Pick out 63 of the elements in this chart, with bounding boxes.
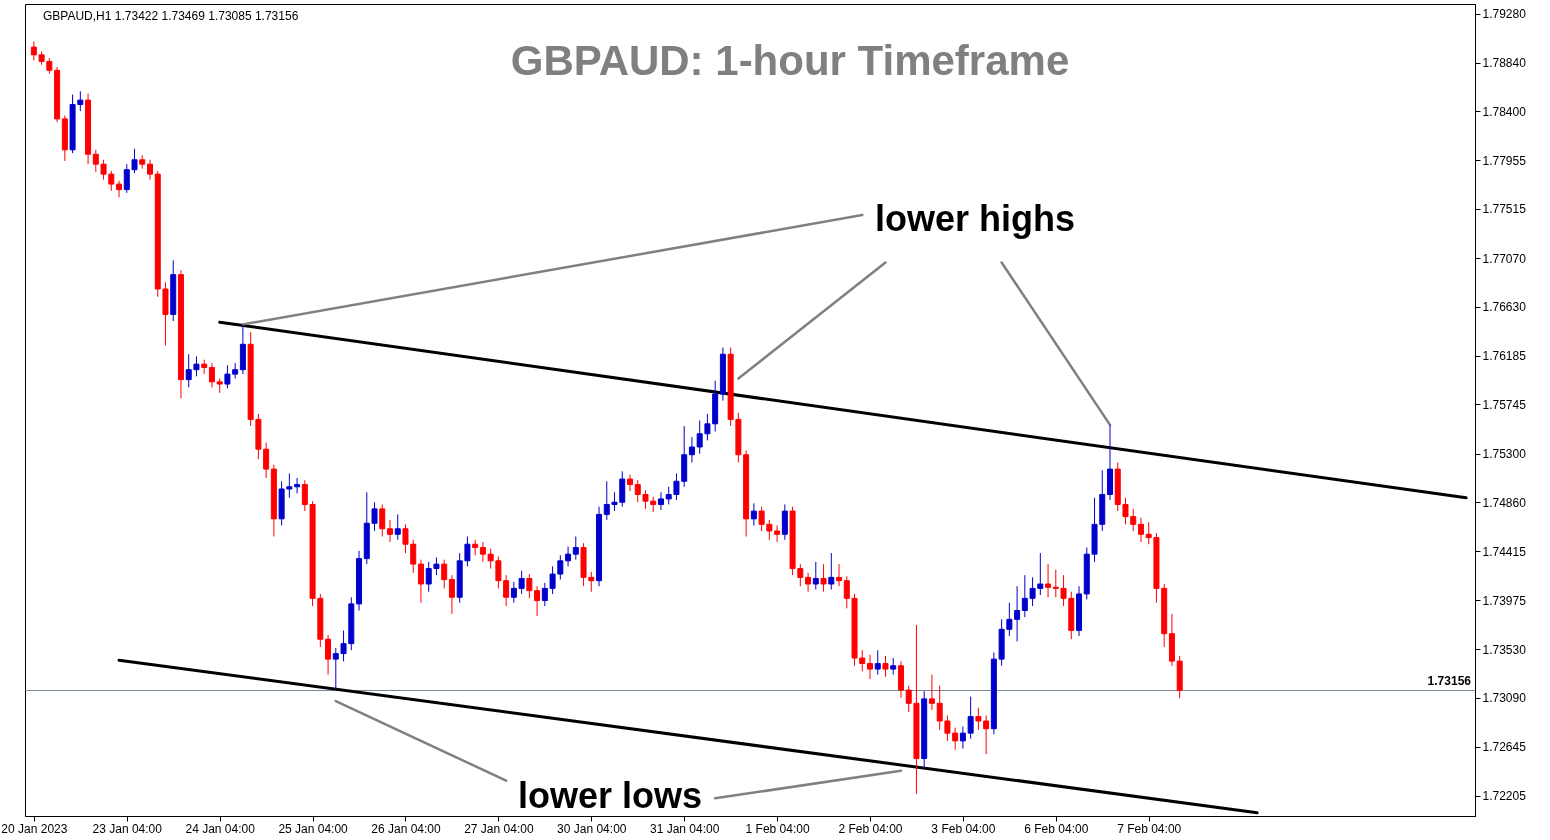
- candlestick: [325, 634, 332, 676]
- candlestick: [828, 552, 835, 591]
- candlestick: [387, 519, 393, 543]
- y-tick-label: 1.75300: [1482, 447, 1527, 462]
- candlestick: [750, 502, 757, 526]
- candlestick: [1045, 563, 1052, 598]
- candlestick: [208, 362, 215, 388]
- x-tick-label: 24 Jan 04:00: [185, 821, 256, 836]
- candlestick: [572, 536, 579, 561]
- x-tick-label: 26 Jan 04:00: [371, 821, 441, 836]
- y-tick-label: 1.73975: [1482, 593, 1527, 608]
- annotation: lower highs: [874, 198, 1076, 239]
- candlestick: [441, 559, 448, 589]
- candlestick: [379, 503, 386, 537]
- y-tick-label: 1.73530: [1482, 642, 1527, 657]
- y-tick-label: 1.72205: [1482, 789, 1527, 804]
- annotation: lower lows: [517, 775, 703, 816]
- y-tick-label: 1.72645: [1482, 740, 1527, 755]
- x-tick-label: 1 Feb 04:00: [745, 821, 810, 836]
- y-tick-label: 1.77070: [1482, 251, 1527, 266]
- candlestick: [820, 563, 827, 593]
- candlestick: [874, 649, 881, 676]
- candlestick: [1137, 517, 1144, 543]
- y-tick-label: 1.76185: [1482, 349, 1527, 364]
- x-tick-label: 3 Feb 04:00: [931, 821, 996, 836]
- candlestick: [657, 491, 664, 511]
- text: GBPAUD: 1-hour Timeframe: [510, 37, 1070, 84]
- x-tick-label: 23 Jan 04:00: [92, 821, 163, 836]
- y-tick-label: 1.74860: [1482, 495, 1527, 510]
- x-tick-label: 6 Feb 04:00: [1024, 821, 1089, 836]
- y-tick-label: 1.78840: [1482, 56, 1527, 71]
- y-tick-label: 1.76630: [1482, 300, 1527, 315]
- y-tick-label: 1.74415: [1482, 544, 1527, 559]
- candlestick: [627, 474, 633, 492]
- y-tick-label: 1.78400: [1482, 104, 1527, 119]
- x-tick-label: 30 Jan 04:00: [557, 821, 627, 836]
- y-tick-label: 1.75745: [1482, 397, 1527, 412]
- x-tick-label: 7 Feb 04:00: [1117, 821, 1182, 836]
- candlestick: [116, 180, 123, 198]
- y-tick-label: 1.77955: [1482, 153, 1527, 168]
- x-tick-label: 25 Jan 04:00: [278, 821, 349, 836]
- candlestick: [781, 503, 788, 541]
- x-tick-label: 2 Feb 04:00: [838, 821, 903, 836]
- ref-line-label: 1.73156: [1427, 674, 1472, 689]
- candlestick: [836, 563, 843, 587]
- candlestick: [867, 654, 873, 680]
- candlestick: [805, 572, 812, 593]
- candlestick: [882, 655, 889, 678]
- candlestick: [394, 513, 401, 541]
- candlestick: [448, 574, 455, 615]
- candlestick: [928, 674, 935, 711]
- annotation: GBPAUD,H1 1.73422 1.73469 1.73085 1.73156: [43, 9, 299, 23]
- candlestick: [147, 159, 153, 181]
- y-tick-label: 1.79280: [1482, 7, 1527, 22]
- x-tick-label: 27 Jan 04:00: [464, 821, 534, 836]
- candlestick: [417, 559, 424, 604]
- candlestick: [688, 436, 695, 463]
- y-tick-label: 1.77515: [1482, 202, 1527, 217]
- candlestick: [565, 545, 572, 567]
- x-tick-label: 31 Jan 04:00: [649, 821, 720, 836]
- x-tick-label: 20 Jan 2023: [1, 821, 68, 836]
- y-tick-label: 1.73090: [1482, 691, 1527, 706]
- candlestick: [812, 561, 819, 591]
